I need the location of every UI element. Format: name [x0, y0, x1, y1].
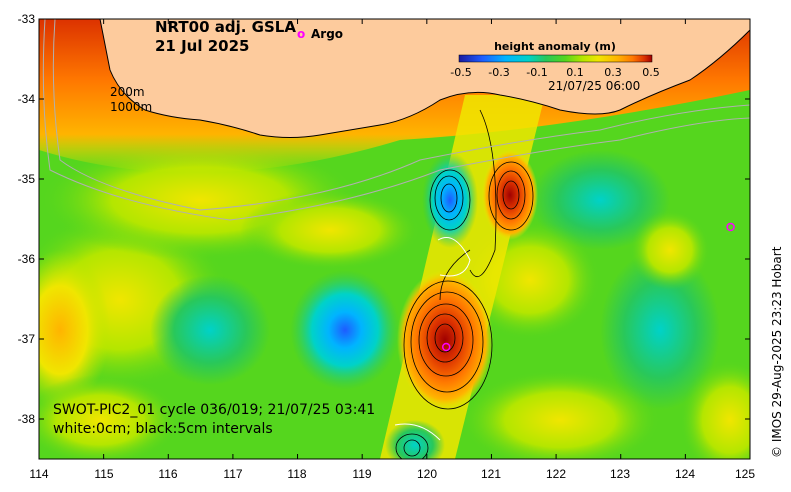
colorbar: height anomaly (m) -0.5 -0.3 -0.1 0.1 0.… [450, 40, 659, 79]
lon-tick-label: 121 [481, 467, 501, 481]
sla-patch [530, 150, 670, 250]
lat-tick-label: -37 [18, 332, 36, 346]
lon-tick-label: 123 [610, 467, 630, 481]
lon-tick-label: 122 [546, 467, 566, 481]
sla-patch [680, 360, 750, 459]
sla-patch [39, 250, 110, 410]
argo-float-marker [441, 342, 451, 352]
lon-tick-label: 115 [94, 467, 113, 481]
colorbar-tick: 0.1 [566, 66, 584, 79]
latitude-axis: -33 -34 -35 -36 -37 -38 [18, 12, 36, 426]
colorbar-tick: 0.3 [604, 66, 622, 79]
swot-caption-line1: SWOT-PIC2_01 cycle 036/019; 21/07/25 03:… [53, 402, 375, 418]
argo-floats [441, 222, 735, 352]
sla-patch [630, 210, 710, 290]
lon-tick-label: 119 [352, 467, 371, 481]
lon-tick-label: 118 [287, 467, 306, 481]
swot-swath [380, 95, 545, 459]
bathymetry-contours [42, 19, 750, 221]
sla-patch [240, 190, 420, 270]
colorbar-gradient [458, 54, 653, 63]
swath-timestamp: 21/07/25 06:00 [548, 79, 640, 93]
lon-tick-label: 120 [417, 467, 437, 481]
colorbar-tick: -0.3 [488, 66, 509, 79]
lat-tick-label: -36 [18, 252, 36, 266]
sla-patch [600, 250, 720, 410]
colorbar-title: height anomaly (m) [494, 40, 616, 53]
swath-high-eddy [482, 150, 538, 240]
depth-label-200m: 200m [110, 85, 145, 99]
swath-low-eddy [422, 152, 478, 248]
colorbar-tick: -0.5 [450, 66, 471, 79]
swath-high-eddy [397, 270, 493, 410]
sla-patch [460, 370, 660, 459]
depth-label-1000m: 1000m [110, 100, 152, 114]
colorbar-tick: -0.1 [526, 66, 547, 79]
map-frame [38, 18, 751, 460]
swath-low-eddy [385, 420, 445, 459]
imos-credit: © IMOS 29-Aug-2025 23:23 Hobart [770, 246, 784, 458]
sla-patch [290, 270, 400, 390]
swath-contours [395, 109, 534, 459]
lat-tick-label: -38 [18, 412, 36, 426]
argo-float-marker [726, 222, 735, 232]
lon-tick-label: 117 [223, 467, 242, 481]
lat-tick-label: -35 [18, 172, 36, 186]
colorbar-tick: 0.5 [642, 66, 660, 79]
lon-tick-label: 125 [735, 467, 755, 481]
lon-tick-label: 114 [29, 467, 48, 481]
map-date: 21 Jul 2025 [155, 37, 249, 55]
lon-tick-label: 124 [675, 467, 695, 481]
lon-tick-label: 116 [158, 467, 177, 481]
argo-legend-label: Argo [311, 27, 343, 41]
map-field [39, 19, 750, 459]
lat-tick-label: -33 [18, 12, 36, 26]
sla-patch [150, 275, 270, 385]
map-title: NRT00 adj. GSLA [155, 18, 296, 36]
swot-caption-line2: white:0cm; black:5cm intervals [53, 421, 273, 437]
sla-patch [39, 375, 180, 459]
lat-tick-label: -34 [18, 92, 36, 106]
land-mass [99, 19, 750, 138]
longitude-axis: 114 115 116 117 118 119 120 121 122 123 … [29, 467, 755, 481]
swath-zero-contour [394, 237, 471, 441]
axis-tick-marks [38, 18, 751, 459]
argo-legend-marker: o [297, 27, 305, 41]
